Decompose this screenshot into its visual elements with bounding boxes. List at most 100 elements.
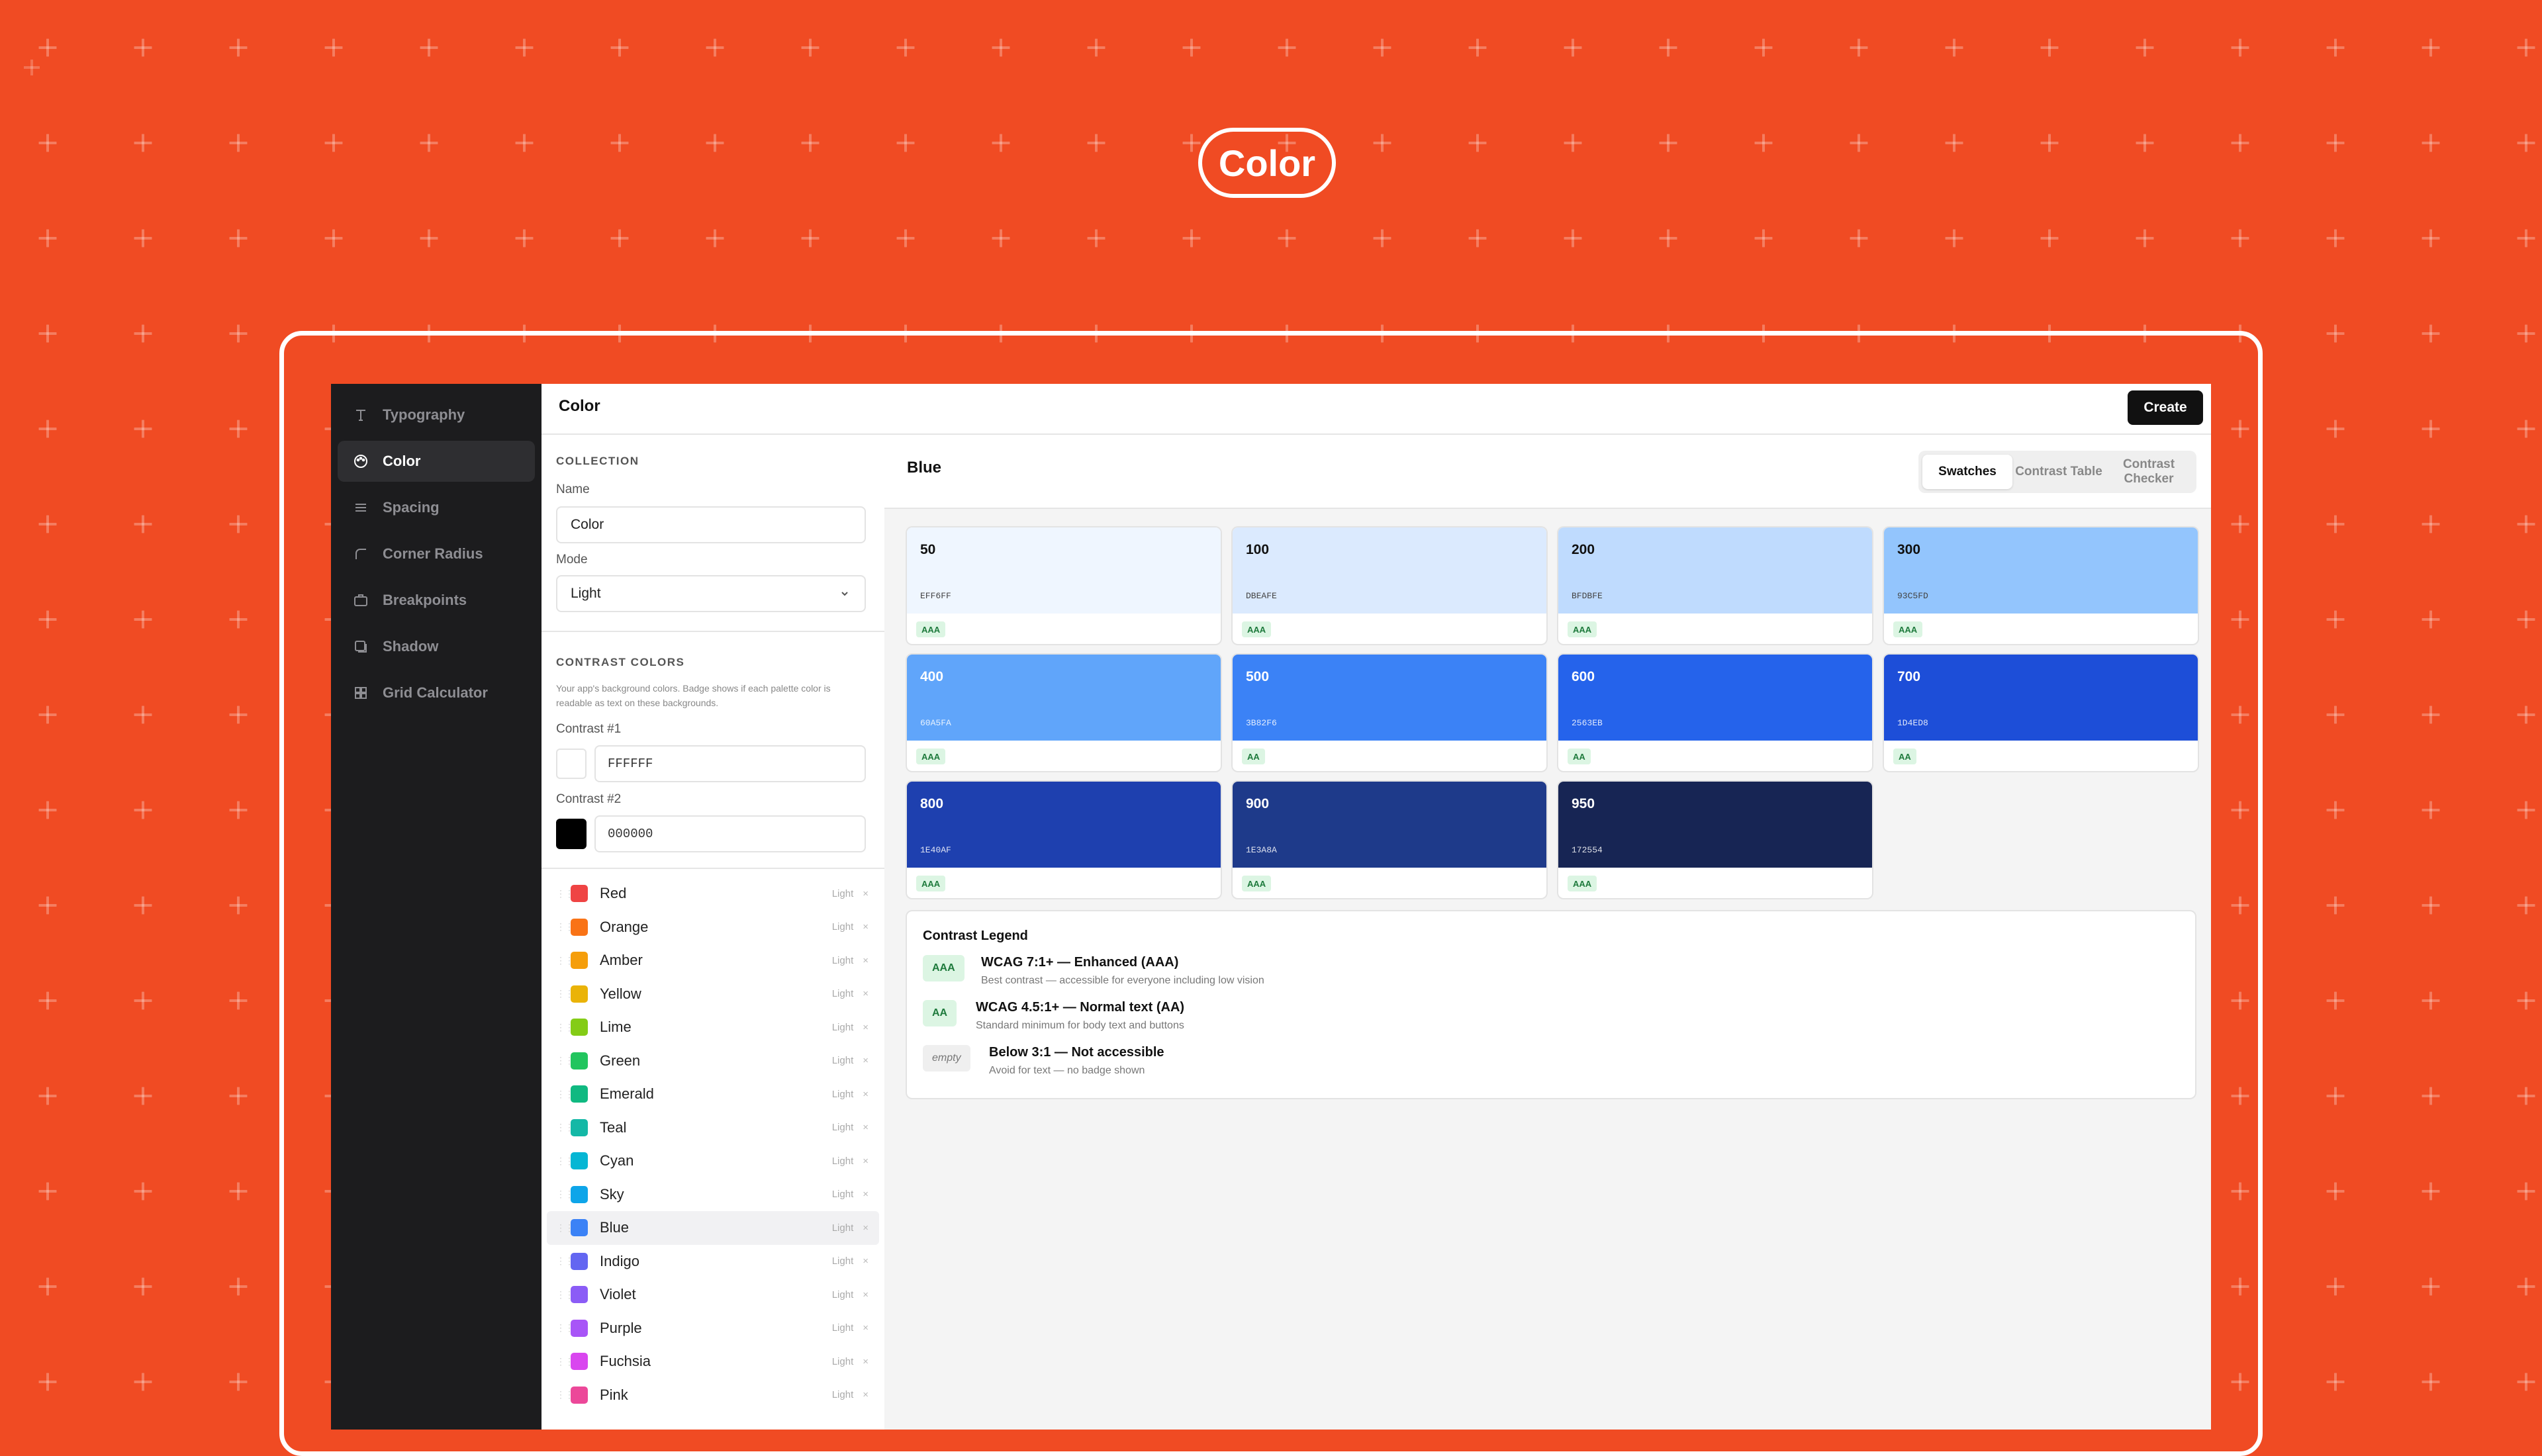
legend-heading: WCAG 4.5:1+ — Normal text (AA) [976,1000,1185,1015]
swatch-hex: 1E40AF [920,845,951,855]
remove-palette-icon[interactable]: × [863,1322,869,1334]
swatch-card-600[interactable]: 600 2563EB AA [1558,655,1872,771]
remove-palette-icon[interactable]: × [863,1222,869,1234]
contrast-2-label: Contrast #2 [556,792,622,806]
swatch-card-100[interactable]: 100 DBEAFE AAA [1233,527,1546,644]
drag-handle-icon[interactable]: ⋮⋮ [556,921,574,933]
tab-swatches[interactable]: Swatches [1922,455,2012,489]
palette-swatch [571,1118,588,1136]
contrast-badge: AA [1568,749,1591,764]
sidebar-item-spacing[interactable]: Spacing [338,487,535,528]
contrast-badge: AA [1242,749,1265,764]
swatch-color: 400 60A5FA [907,655,1221,741]
palette-item-indigo[interactable]: ⋮⋮ Indigo Light × [547,1245,879,1279]
remove-palette-icon[interactable]: × [863,1155,869,1167]
sidebar-item-typography[interactable]: Typography [338,394,535,435]
tab-contrast-table[interactable]: Contrast Table [2015,465,2102,478]
swatch-card-900[interactable]: 900 1E3A8A AAA [1233,782,1546,898]
palette-item-cyan[interactable]: ⋮⋮ Cyan Light × [547,1144,879,1178]
remove-palette-icon[interactable]: × [863,1088,869,1100]
swatch-color: 50 EFF6FF [907,527,1221,614]
palette-swatch [571,1152,588,1170]
chevron-down-icon [841,592,848,596]
drag-handle-icon[interactable]: ⋮⋮ [556,1189,574,1200]
drag-handle-icon[interactable]: ⋮⋮ [556,1088,574,1099]
palette-item-amber[interactable]: ⋮⋮ Amber Light × [547,944,879,978]
legend-title: Contrast Legend [923,929,1028,943]
drag-handle-icon[interactable]: ⋮⋮ [556,988,574,999]
remove-palette-icon[interactable]: × [863,921,869,933]
drag-handle-icon[interactable]: ⋮⋮ [556,1289,574,1300]
swatch-color: 800 1E40AF [907,782,1221,868]
palette-mode: Light [831,1088,854,1100]
swatch-card-700[interactable]: 700 1D4ED8 AA [1884,655,2198,771]
drag-handle-icon[interactable]: ⋮⋮ [556,1355,574,1367]
create-button[interactable]: Create [2128,390,2203,425]
swatch-card-500[interactable]: 500 3B82F6 AA [1233,655,1546,771]
palette-swatch [571,1219,588,1237]
remove-palette-icon[interactable]: × [863,1389,869,1401]
remove-palette-icon[interactable]: × [863,1289,869,1300]
swatch-card-800[interactable]: 800 1E40AF AAA [907,782,1221,898]
palette-item-violet[interactable]: ⋮⋮ Violet Light × [547,1278,879,1312]
swatch-card-950[interactable]: 950 172554 AAA [1558,782,1872,898]
sidebar-item-breakpoints[interactable]: Breakpoints [338,580,535,621]
palette-item-lime[interactable]: ⋮⋮ Lime Light × [547,1011,879,1044]
palette-item-red[interactable]: ⋮⋮ Red Light × [547,877,879,911]
swatch-step: 100 [1246,542,1270,557]
swatch-color: 100 DBEAFE [1233,527,1546,614]
palette-item-green[interactable]: ⋮⋮ Green Light × [547,1044,879,1078]
remove-palette-icon[interactable]: × [863,1021,869,1033]
sidebar-item-corner-radius[interactable]: Corner Radius [338,533,535,574]
palette-name: Yellow [600,985,641,1002]
drag-handle-icon[interactable]: ⋮⋮ [556,1255,574,1267]
name-input[interactable]: Color [556,506,866,543]
palette-item-pink[interactable]: ⋮⋮ Pink Light × [547,1379,879,1412]
palette-item-teal[interactable]: ⋮⋮ Teal Light × [547,1111,879,1145]
mode-select[interactable]: Light [556,575,866,612]
contrast-section-label: CONTRAST COLORS [556,656,685,668]
palette-item-orange[interactable]: ⋮⋮ Orange Light × [547,911,879,944]
main-header: Blue Swatches Contrast Table Contrast Ch… [884,435,2211,509]
legend-badge-empty: empty [923,1045,970,1071]
palette-item-yellow[interactable]: ⋮⋮ Yellow Light × [547,978,879,1011]
swatch-card-300[interactable]: 300 93C5FD AAA [1884,527,2198,644]
remove-palette-icon[interactable]: × [863,1189,869,1201]
drag-handle-icon[interactable]: ⋮⋮ [556,1055,574,1066]
remove-palette-icon[interactable]: × [863,1355,869,1367]
tab-contrast-checker[interactable]: Contrast Checker [2122,457,2175,486]
remove-palette-icon[interactable]: × [863,1055,869,1067]
drag-handle-icon[interactable]: ⋮⋮ [556,1155,574,1166]
legend-heading: WCAG 7:1+ — Enhanced (AAA) [981,955,1179,970]
remove-palette-icon[interactable]: × [863,1255,869,1267]
drag-handle-icon[interactable]: ⋮⋮ [556,1322,574,1334]
contrast-2-input[interactable]: 000000 [594,815,866,852]
palette-item-purple[interactable]: ⋮⋮ Purple Light × [547,1312,879,1345]
drag-handle-icon[interactable]: ⋮⋮ [556,954,574,966]
drag-handle-icon[interactable]: ⋮⋮ [556,1222,574,1233]
sidebar-item-shadow[interactable]: Shadow [338,626,535,667]
contrast-2-swatch[interactable] [556,819,587,849]
sidebar-item-grid-calculator[interactable]: Grid Calculator [338,672,535,713]
remove-palette-icon[interactable]: × [863,887,869,899]
drag-handle-icon[interactable]: ⋮⋮ [556,887,574,899]
swatch-step: 300 [1897,542,1921,557]
remove-palette-icon[interactable]: × [863,954,869,966]
remove-palette-icon[interactable]: × [863,1122,869,1134]
drag-handle-icon[interactable]: ⋮⋮ [556,1021,574,1032]
palette-item-sky[interactable]: ⋮⋮ Sky Light × [547,1178,879,1212]
swatch-hex: 60A5FA [920,718,951,728]
remove-palette-icon[interactable]: × [863,988,869,1000]
palette-item-blue[interactable]: ⋮⋮ Blue Light × [547,1211,879,1245]
sidebar-item-color[interactable]: Color [338,441,535,482]
swatch-card-50[interactable]: 50 EFF6FF AAA [907,527,1221,644]
swatch-card-400[interactable]: 400 60A5FA AAA [907,655,1221,771]
palette-item-emerald[interactable]: ⋮⋮ Emerald Light × [547,1077,879,1111]
swatch-card-200[interactable]: 200 BFDBFE AAA [1558,527,1872,644]
contrast-1-swatch[interactable] [556,749,587,779]
drag-handle-icon[interactable]: ⋮⋮ [556,1389,574,1400]
palette-item-fuchsia[interactable]: ⋮⋮ Fuchsia Light × [547,1345,879,1379]
drag-handle-icon[interactable]: ⋮⋮ [556,1122,574,1133]
palette-name: Pink [600,1386,628,1403]
contrast-1-input[interactable]: FFFFFF [594,745,866,782]
